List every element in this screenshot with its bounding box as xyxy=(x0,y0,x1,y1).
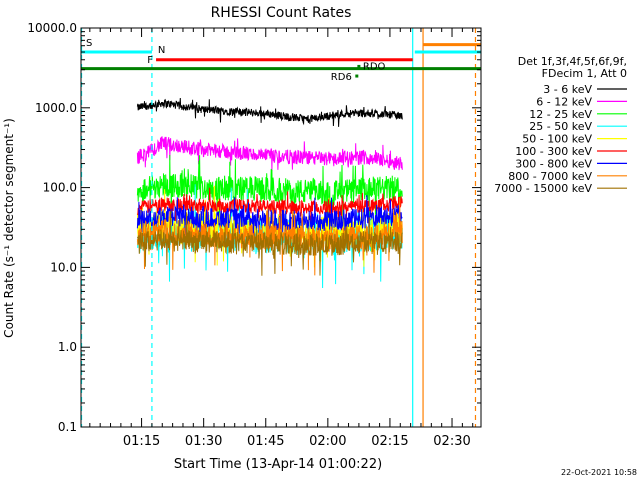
flag-marker-6 xyxy=(355,74,359,78)
flag-label-0: S xyxy=(86,38,92,49)
series-line-5 xyxy=(136,187,403,231)
flag-label-1: N xyxy=(158,45,165,56)
legend-header-line-1: Det 1f,3f,4f,5f,6f,9f, xyxy=(518,55,627,68)
flag-label-6: RD6 xyxy=(331,72,352,83)
series-line-8 xyxy=(136,211,403,276)
legend-entry-label-0: 3 - 6 keV xyxy=(543,83,592,96)
y-tick-label-2: 10.0 xyxy=(50,260,77,274)
timestamp: 22-Oct-2021 10:58 xyxy=(561,468,637,477)
flag-label-5: RDO xyxy=(363,61,386,72)
x-tick-label-5: 02:30 xyxy=(433,434,470,449)
legend: Det 1f,3f,4f,5f,6f,9f,FDecim 1, Att 0 3 -… xyxy=(494,55,627,195)
x-axis: 01:15 01:30 01:45 02:00 02:15 02:30 xyxy=(89,28,474,449)
y-tick-label-3: 100.0 xyxy=(43,181,77,195)
series-line-2 xyxy=(136,154,403,228)
flag-label-2: F xyxy=(147,55,153,66)
legend-entry-label-1: 6 - 12 keV xyxy=(536,95,592,108)
y-tick-label-4: 1000.0 xyxy=(35,101,77,115)
series-line-6 xyxy=(136,195,403,245)
series-line-0 xyxy=(136,97,403,127)
x-tick-label-4: 02:15 xyxy=(371,434,408,449)
legend-entry-label-5: 100 - 300 keV xyxy=(515,145,592,158)
x-axis-label: Start Time (13-Apr-14 01:00:22) xyxy=(174,457,382,472)
legend-entry-label-6: 300 - 800 keV xyxy=(515,157,592,170)
legend-header-line-2: FDecim 1, Att 0 xyxy=(542,67,627,80)
plot-area: S NF RDO RD6 xyxy=(81,28,481,427)
legend-entry-label-2: 12 - 25 keV xyxy=(529,108,592,121)
plot-frame xyxy=(80,27,482,428)
x-tick-label-0: 01:15 xyxy=(123,434,160,449)
legend-entry-label-4: 50 - 100 keV xyxy=(522,133,592,146)
legend-entry-label-8: 7000 - 15000 keV xyxy=(494,182,592,195)
y-tick-label-5: 10000.0 xyxy=(27,21,77,35)
y-tick-label-1: 1.0 xyxy=(58,340,77,354)
series-line-1 xyxy=(136,136,403,172)
chart-title: RHESSI Count Rates xyxy=(211,5,352,21)
x-tick-label-3: 02:00 xyxy=(309,434,346,449)
legend-entry-label-7: 800 - 7000 keV xyxy=(508,170,592,183)
y-axis: 0.1 1.0 10.0 100.0 1000.0 10000.0 xyxy=(27,21,481,434)
legend-entry-label-3: 25 - 50 keV xyxy=(529,120,592,133)
flag-marker-5 xyxy=(357,64,361,68)
y-axis-label: Count Rate (s⁻¹ detector segment⁻¹) xyxy=(2,118,16,338)
x-tick-label-1: 01:30 xyxy=(185,434,222,449)
x-tick-label-2: 01:45 xyxy=(247,434,284,449)
y-tick-label-0: 0.1 xyxy=(58,420,77,434)
